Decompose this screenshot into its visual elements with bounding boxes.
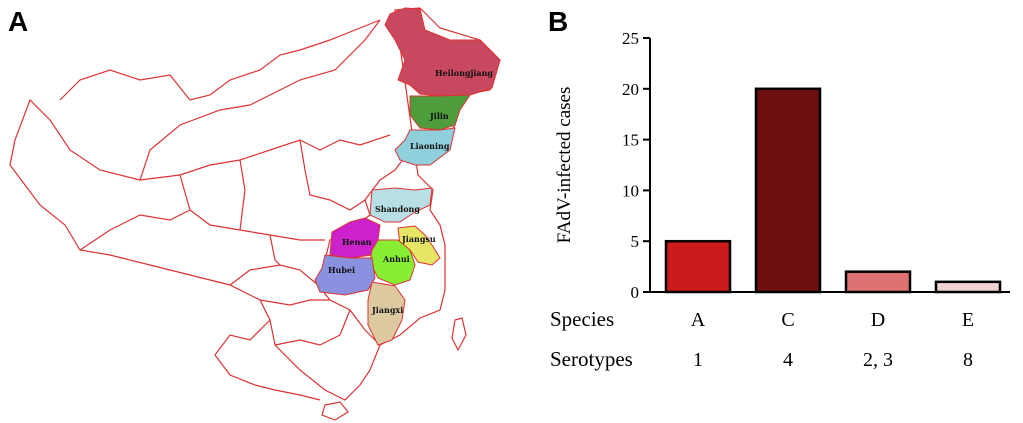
province-jilin bbox=[409, 94, 471, 131]
south-border bbox=[214, 319, 321, 401]
province-anhui bbox=[369, 239, 416, 286]
bar-D bbox=[844, 270, 912, 294]
row-value: E bbox=[962, 309, 974, 331]
province-heilongjiang bbox=[384, 7, 501, 97]
province-label-hubei: Hubei bbox=[328, 265, 355, 275]
province-label-jiangxi: Jiangxi bbox=[371, 305, 403, 315]
y-tick-label: 25 bbox=[622, 29, 639, 48]
interior-line-2 bbox=[179, 174, 325, 241]
province-jiangxi bbox=[367, 281, 406, 346]
bar-A bbox=[664, 239, 732, 294]
panel-a-label: A bbox=[8, 6, 29, 37]
province-shandong bbox=[369, 187, 433, 223]
y-tick-label: 0 bbox=[631, 283, 640, 302]
highlighted-provinces: Heilongjiang Jilin Liaoning Shandong Henan Ji… bbox=[314, 7, 501, 346]
interior-line-4 bbox=[229, 264, 319, 286]
interior-line-3 bbox=[79, 209, 191, 251]
interior-line-8 bbox=[274, 309, 351, 346]
interior-line-9 bbox=[239, 159, 246, 231]
hainan-island bbox=[321, 401, 349, 421]
bar-C bbox=[754, 87, 822, 294]
row-label-serotypes: Serotypes bbox=[550, 347, 633, 371]
province-label-heilongjiang: Heilongjiang bbox=[435, 68, 493, 78]
province-liaoning bbox=[394, 127, 456, 166]
province-label-anhui: Anhui bbox=[382, 254, 410, 264]
province-label-jilin: Jilin bbox=[429, 111, 449, 121]
row-value: D bbox=[871, 309, 885, 331]
north-border bbox=[59, 19, 381, 101]
row-value: A bbox=[691, 309, 706, 331]
interior-line-5 bbox=[269, 234, 281, 266]
y-tick-label: 20 bbox=[622, 80, 639, 99]
row-value: 8 bbox=[963, 349, 973, 371]
china-province-map: Heilongjiang Jilin Liaoning Shandong Henan Ji… bbox=[9, 7, 501, 421]
province-label-liaoning: Liaoning bbox=[410, 141, 450, 151]
china-outline bbox=[9, 7, 501, 421]
row-label-species: Species bbox=[550, 307, 614, 331]
west-border bbox=[9, 19, 381, 401]
bars bbox=[664, 87, 1002, 294]
province-label-jiangsu: Jiangsu bbox=[401, 234, 436, 244]
interior-line-7 bbox=[259, 299, 330, 306]
y-tick-label: 15 bbox=[622, 131, 639, 150]
y-axis-title: FAdV-infected cases bbox=[554, 87, 575, 244]
province-label-henan: Henan bbox=[342, 237, 372, 247]
bar-E bbox=[934, 280, 1002, 294]
row-value: 2, 3 bbox=[863, 349, 893, 371]
province-label-shandong: Shandong bbox=[375, 204, 420, 214]
taiwan-island bbox=[451, 317, 467, 352]
row-value: C bbox=[781, 309, 794, 331]
category-rows: Species A C D E Serotypes 1 4 2, 3 8 bbox=[550, 307, 974, 371]
row-value: 1 bbox=[693, 349, 703, 371]
panel-b-label: B bbox=[548, 6, 569, 37]
y-tick-label: 10 bbox=[622, 181, 639, 200]
row-value: 4 bbox=[783, 349, 793, 371]
y-tick-label: 5 bbox=[631, 232, 640, 251]
interior-line-6 bbox=[299, 139, 366, 211]
bar-chart: 0 5 10 15 20 25 Species A C D E Serotypes 1 4 2, 3 8 F… bbox=[550, 29, 1010, 371]
interior-line-1 bbox=[139, 134, 391, 181]
province-hubei bbox=[314, 254, 376, 296]
